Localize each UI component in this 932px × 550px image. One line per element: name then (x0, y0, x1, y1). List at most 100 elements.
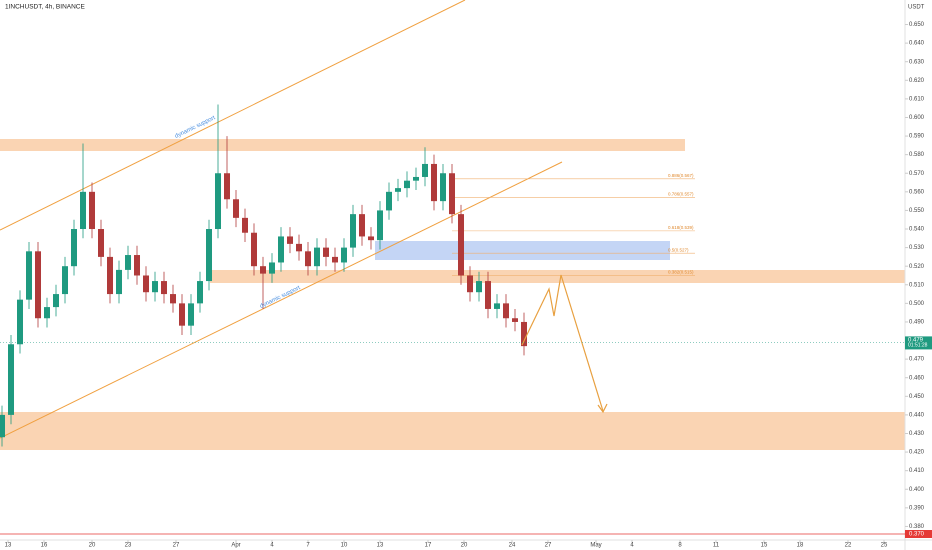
y-tick-label: 0.450 (909, 394, 925, 400)
candle-body (521, 321, 528, 347)
candle-body (26, 251, 33, 300)
candle-body (467, 275, 474, 293)
candle-body (242, 217, 249, 233)
y-tick-label: 0.410 (909, 468, 925, 474)
candle-body (8, 344, 15, 415)
x-tick-label: 22 (845, 543, 852, 549)
y-tick-label: 0.600 (909, 115, 925, 121)
plot: 0.886(0.567) 0.786(0.557) 0.618(0.539) 0.5(… (0, 104, 695, 447)
candle-body (386, 191, 393, 211)
candle-body (206, 229, 213, 282)
y-tick-label: 0.420 (909, 450, 925, 456)
candle-body (431, 163, 438, 202)
y-tick-label: 0.500 (909, 301, 925, 307)
y-tick-label: 0.520 (909, 264, 925, 270)
candle-body (278, 236, 285, 263)
candle-body (215, 173, 222, 230)
y-tick-label: 0.630 (909, 59, 925, 65)
candle-body (53, 294, 60, 308)
candle-body (359, 214, 366, 237)
channel-upper (0, 0, 466, 231)
candle-body (224, 173, 231, 200)
candle-body (0, 414, 6, 438)
y-tick-label: 0.460 (909, 375, 925, 381)
x-tick-label: 7 (306, 543, 310, 549)
support-zone (210, 270, 905, 283)
x-tick-label: 17 (425, 543, 432, 549)
channel-lower (0, 161, 563, 439)
last-price-label: 0.479 (908, 337, 924, 343)
candle-body (62, 266, 69, 295)
candle-body (179, 303, 186, 326)
candle-body (170, 294, 177, 304)
candle-body (98, 229, 105, 257)
x-tick-label: May (590, 543, 601, 549)
candle-body (71, 229, 78, 267)
y-tick-label: 0.490 (909, 320, 925, 326)
fib-label: 0.886(0.567) (668, 173, 694, 178)
candle-body (89, 191, 96, 230)
y-tick-label: 0.590 (909, 134, 925, 140)
candle-body (197, 281, 204, 304)
candle-body (107, 256, 114, 295)
candle-body (503, 303, 510, 319)
candle-body (476, 281, 483, 293)
y-tick-label: 0.540 (909, 227, 925, 233)
candle-body (440, 173, 447, 202)
y-tick-label: 0.400 (909, 487, 925, 493)
candle-body (395, 188, 402, 192)
candle-body (323, 247, 330, 257)
fib-label: 0.618(0.539) (668, 225, 694, 230)
candle-body (233, 199, 240, 218)
candle-body (350, 214, 357, 248)
y-tick-label: 0.620 (909, 78, 925, 84)
candle-body (161, 281, 168, 295)
x-tick-label: 13 (5, 543, 12, 549)
candle-body (251, 232, 258, 267)
candle-body (260, 266, 267, 274)
alert-label: 0.370 (909, 532, 925, 538)
x-tick-label: 27 (545, 543, 552, 549)
y-tick-label: 0.580 (909, 152, 925, 158)
y-tick-label: 0.470 (909, 357, 925, 363)
y-tick-label: 0.550 (909, 208, 925, 214)
y-tick-label: 0.530 (909, 245, 925, 251)
demand-zone (375, 241, 670, 260)
fib-label: 0.382(0.515) (668, 270, 694, 275)
chart-title: 1INCHUSDT, 4h, BINANCE (5, 4, 85, 11)
x-tick-label: Apr (231, 543, 240, 549)
countdown: 01:51:28 (908, 343, 928, 349)
y-tick-label: 0.380 (909, 524, 925, 530)
x-tick-label: 13 (377, 543, 384, 549)
y-tick-label: 0.510 (909, 282, 925, 288)
last-price-box (905, 336, 932, 350)
candle-body (296, 243, 303, 252)
candle-body (494, 303, 501, 309)
candle-body (332, 256, 339, 263)
alert-box (905, 530, 932, 538)
y-tick-label: 0.430 (909, 431, 925, 437)
candle-body (17, 299, 24, 345)
candle-body (125, 255, 132, 270)
candle-body (134, 255, 141, 276)
candle-body (80, 191, 87, 230)
x-tick-label: 11 (713, 543, 720, 549)
x-tick-label: 23 (125, 543, 132, 549)
target-zone (0, 412, 905, 450)
candle-body (377, 210, 384, 241)
candle-body (341, 247, 348, 263)
x-tick-label: 10 (341, 543, 348, 549)
candle-body (458, 214, 465, 276)
x-tick-label: 27 (173, 543, 180, 549)
x-tick-label: 4 (270, 543, 274, 549)
resistance-zone (0, 139, 685, 151)
candle-body (314, 247, 321, 267)
x-tick-label: 18 (797, 543, 804, 549)
fib-label: 0.5(0.527) (668, 247, 689, 252)
x-tick-label: 20 (461, 543, 468, 549)
x-tick-label: 8 (678, 543, 682, 549)
candle-body (404, 180, 411, 189)
x-tick-label: 25 (881, 543, 888, 549)
candle-body (152, 281, 159, 293)
